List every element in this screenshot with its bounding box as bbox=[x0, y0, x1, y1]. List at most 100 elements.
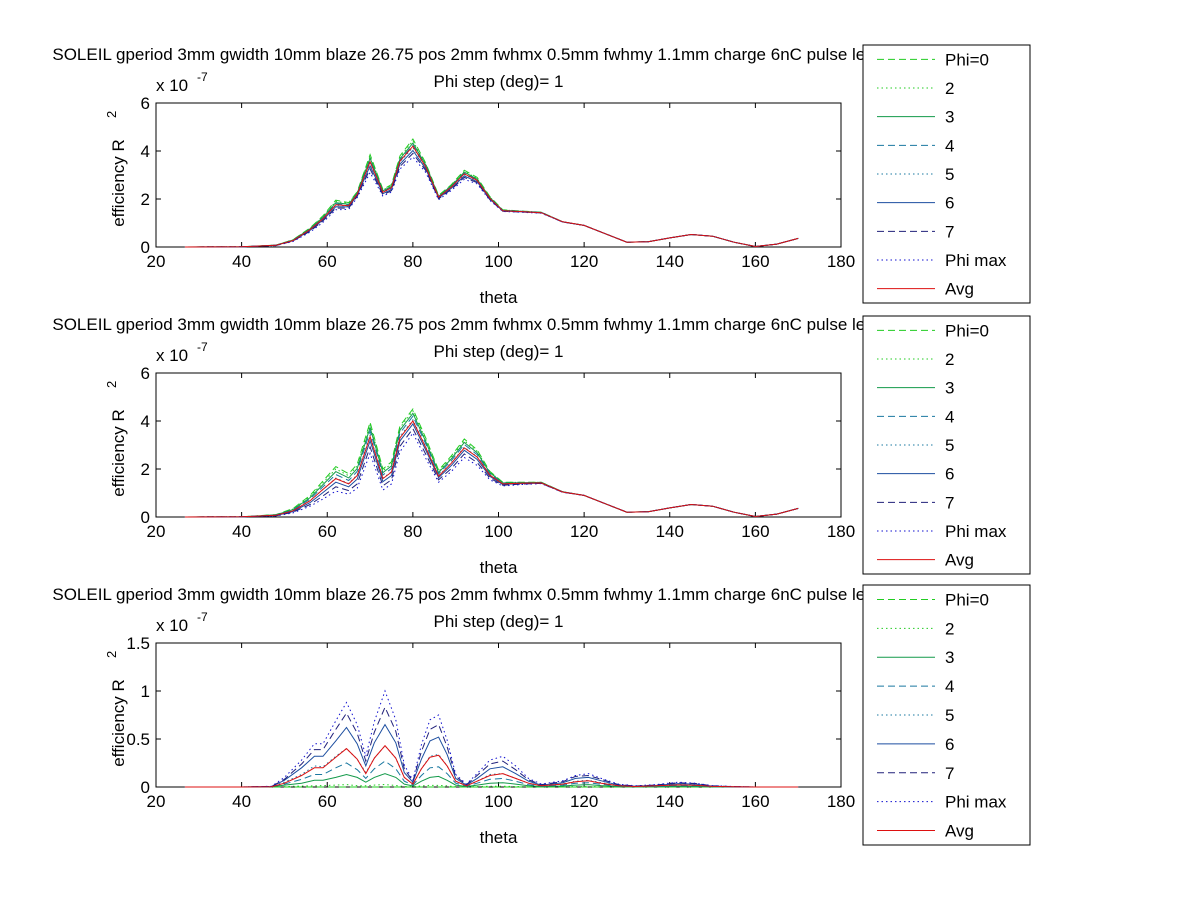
series-line-phi-0 bbox=[184, 138, 799, 248]
series-line-phi-max bbox=[184, 689, 799, 788]
legend-entry-label: Phi max bbox=[945, 522, 1007, 541]
legend-entry-label: 7 bbox=[945, 493, 954, 512]
series-line-avg bbox=[184, 145, 799, 248]
series-line-6 bbox=[184, 723, 799, 788]
y-tick-label: 4 bbox=[141, 142, 150, 161]
chart-title: SOLEIL gperiod 3mm gwidth 10mm blaze 26.… bbox=[52, 45, 944, 64]
y-tick-label: 4 bbox=[141, 412, 150, 431]
legend-entry-label: 7 bbox=[945, 764, 954, 783]
legend-entry-label: Avg bbox=[945, 822, 974, 841]
chart-subtitle: Phi step (deg)= 1 bbox=[434, 342, 564, 361]
series-line-2 bbox=[184, 783, 799, 788]
y-axis-label: efficiency R bbox=[109, 139, 128, 227]
y-tick-label: 1.5 bbox=[126, 634, 150, 653]
legend-entry-label: 2 bbox=[945, 79, 954, 98]
x-tick-label: 140 bbox=[656, 792, 684, 811]
legend: Phi=0 2 3 4 5 6 7 Phi max Avg bbox=[862, 44, 1031, 304]
y-axis-label-superscript: 2 bbox=[104, 381, 119, 388]
subplot-1: SOLEIL gperiod 3mm gwidth 10mm blaze 26.… bbox=[52, 44, 1031, 307]
scale-exponent: -7 bbox=[197, 340, 208, 354]
series-line-5 bbox=[184, 146, 799, 248]
plot-area bbox=[155, 372, 842, 518]
scale-exponent: -7 bbox=[197, 610, 208, 624]
legend-entry-label: Phi=0 bbox=[945, 590, 989, 609]
series-line-3 bbox=[184, 412, 799, 518]
x-tick-label: 80 bbox=[403, 252, 422, 271]
y-axis-label-superscript: 2 bbox=[104, 651, 119, 658]
x-tick-label: 160 bbox=[741, 522, 769, 541]
x-tick-label: 180 bbox=[827, 252, 855, 271]
y-tick-label: 0.5 bbox=[126, 730, 150, 749]
legend-entry-label: 7 bbox=[945, 222, 954, 241]
series-line-7 bbox=[184, 706, 799, 788]
x-tick-label: 120 bbox=[570, 252, 598, 271]
subplot-3: SOLEIL gperiod 3mm gwidth 10mm blaze 26.… bbox=[52, 584, 1031, 847]
legend-entry-label: 4 bbox=[945, 136, 954, 155]
y-tick-label: 0 bbox=[141, 508, 150, 527]
x-tick-label: 40 bbox=[232, 522, 251, 541]
series-line-2 bbox=[184, 140, 799, 248]
legend-entry-label: Avg bbox=[945, 551, 974, 570]
y-axis-label-superscript: 2 bbox=[104, 111, 119, 118]
x-tick-label: 140 bbox=[656, 522, 684, 541]
series-line-5 bbox=[184, 418, 799, 518]
scale-factor: x 10 bbox=[156, 346, 188, 365]
chart-subtitle: Phi step (deg)= 1 bbox=[434, 612, 564, 631]
series-line-5 bbox=[184, 744, 799, 788]
legend: Phi=0 2 3 4 5 6 7 Phi max Avg bbox=[862, 315, 1031, 575]
chart-title: SOLEIL gperiod 3mm gwidth 10mm blaze 26.… bbox=[52, 315, 944, 334]
legend-entry-label: 4 bbox=[945, 407, 954, 426]
legend-entry-label: 5 bbox=[945, 436, 954, 455]
legend-entry-label: 6 bbox=[945, 735, 954, 754]
y-tick-label: 6 bbox=[141, 94, 150, 113]
x-tick-label: 40 bbox=[232, 252, 251, 271]
scale-factor: x 10 bbox=[156, 616, 188, 635]
series-line-4 bbox=[184, 415, 799, 518]
x-tick-label: 60 bbox=[318, 252, 337, 271]
x-tick-label: 120 bbox=[570, 522, 598, 541]
x-tick-label: 120 bbox=[570, 792, 598, 811]
x-tick-label: 180 bbox=[827, 792, 855, 811]
y-tick-label: 6 bbox=[141, 364, 150, 383]
legend-entry-label: 4 bbox=[945, 677, 954, 696]
y-axis-label: efficiency R bbox=[109, 409, 128, 497]
legend-entry-label: Phi=0 bbox=[945, 50, 989, 69]
x-axis-label: theta bbox=[480, 558, 518, 577]
x-tick-label: 100 bbox=[484, 522, 512, 541]
series-line-6 bbox=[184, 422, 799, 518]
x-tick-label: 20 bbox=[147, 522, 166, 541]
chart-title: SOLEIL gperiod 3mm gwidth 10mm blaze 26.… bbox=[52, 585, 944, 604]
y-tick-label: 0 bbox=[141, 238, 150, 257]
subplot-2: SOLEIL gperiod 3mm gwidth 10mm blaze 26.… bbox=[52, 315, 1031, 577]
y-axis-label-group: efficiency R 2 bbox=[104, 111, 128, 227]
legend-entry-label: Phi max bbox=[945, 793, 1007, 812]
legend-entry-label: 6 bbox=[945, 194, 954, 213]
chart-subtitle: Phi step (deg)= 1 bbox=[434, 72, 564, 91]
y-axis-label-group: efficiency R 2 bbox=[104, 381, 128, 497]
x-tick-label: 80 bbox=[403, 792, 422, 811]
x-tick-label: 60 bbox=[318, 522, 337, 541]
series-line-4 bbox=[184, 144, 799, 248]
x-tick-label: 80 bbox=[403, 522, 422, 541]
y-tick-label: 1 bbox=[141, 682, 150, 701]
series-line-phi-max bbox=[184, 432, 799, 518]
x-tick-label: 40 bbox=[232, 792, 251, 811]
x-tick-label: 20 bbox=[147, 792, 166, 811]
y-tick-label: 2 bbox=[141, 460, 150, 479]
y-tick-label: 0 bbox=[141, 778, 150, 797]
series-line-3 bbox=[184, 142, 799, 248]
x-tick-label: 140 bbox=[656, 252, 684, 271]
legend-entry-label: Avg bbox=[945, 280, 974, 299]
legend-entry-label: 5 bbox=[945, 165, 954, 184]
plot-area bbox=[155, 642, 842, 788]
x-tick-label: 160 bbox=[741, 252, 769, 271]
x-tick-label: 100 bbox=[484, 252, 512, 271]
legend-entry-label: 3 bbox=[945, 379, 954, 398]
x-axis-label: theta bbox=[480, 828, 518, 847]
scale-exponent: -7 bbox=[197, 70, 208, 84]
legend-entry-label: Phi=0 bbox=[945, 321, 989, 340]
y-axis-label-group: efficiency R 2 bbox=[104, 651, 128, 767]
y-tick-label: 2 bbox=[141, 190, 150, 209]
series-line-2 bbox=[184, 409, 799, 518]
